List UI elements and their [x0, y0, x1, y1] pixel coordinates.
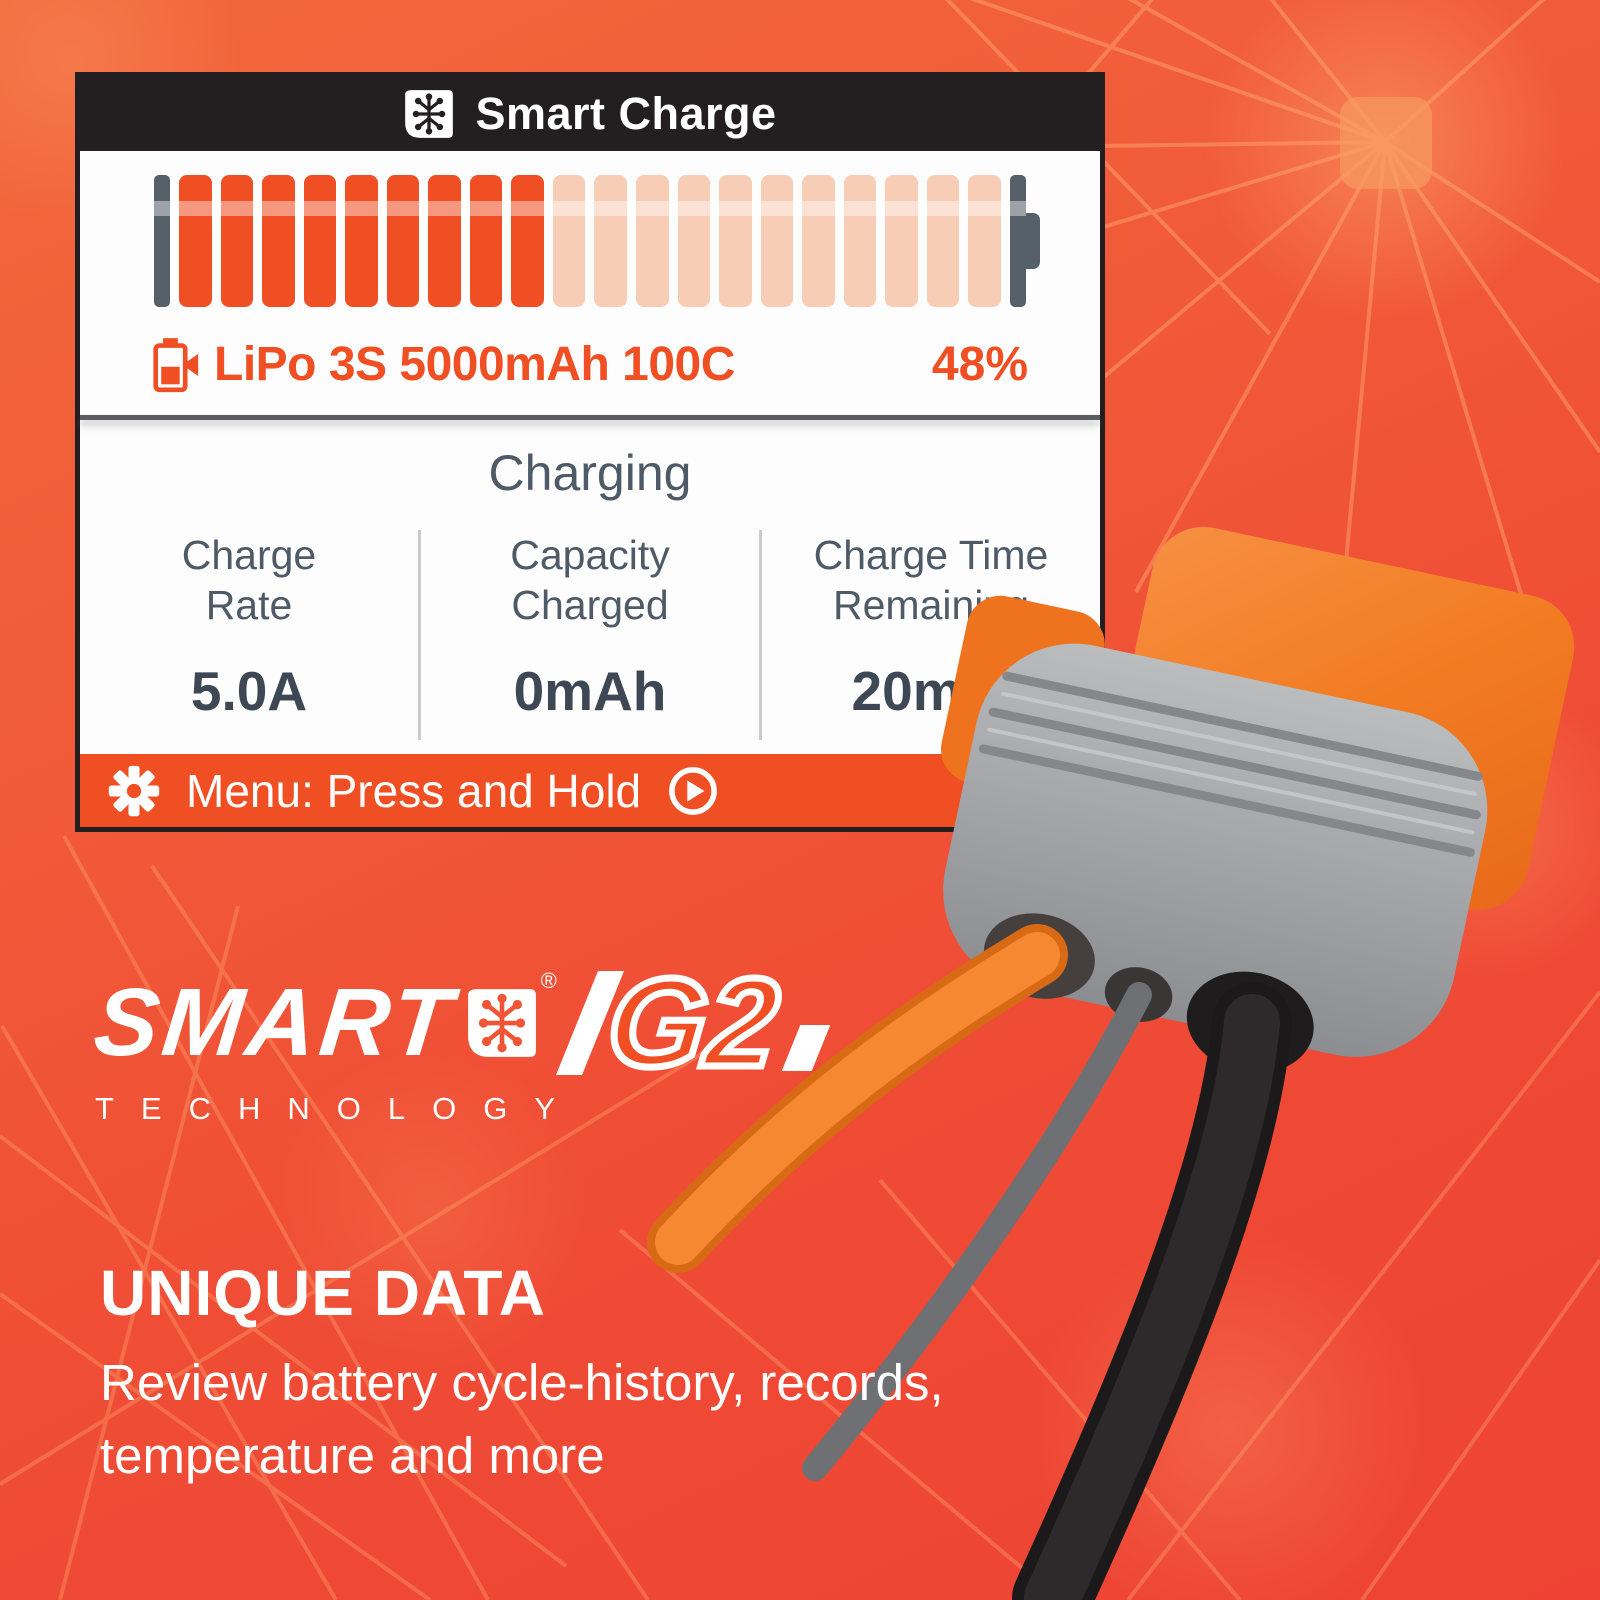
- collar-ridges: [978, 671, 1483, 857]
- section-divider: [80, 415, 1100, 420]
- battery-gauge-segments: [179, 175, 1001, 307]
- gear-icon: [108, 765, 160, 816]
- play-circle-icon: [669, 766, 718, 815]
- gauge-gloss-stripe: [154, 201, 1026, 216]
- battery-segment: [760, 175, 794, 307]
- metric-label: Capacity Charged: [510, 532, 670, 629]
- battery-segment: [594, 175, 628, 307]
- battery-segment: [345, 175, 378, 307]
- pack-label: LiPo 3S 5000mAh 100C: [214, 337, 735, 391]
- feature-description: Review battery cycle-history, records, t…: [100, 1354, 944, 1485]
- battery-segment: [843, 175, 877, 307]
- menu-bar: Menu: Press and Hold: [80, 754, 1100, 827]
- menu-hint-text: Menu: Press and Hold: [186, 764, 642, 817]
- battery-segment: [428, 175, 461, 307]
- smart-technology-icon: [405, 90, 454, 138]
- battery-segment: [220, 175, 254, 307]
- charge-percent: 48%: [931, 337, 1028, 391]
- pack-info-row: LiPo 3S 5000mAh 100C 48%: [152, 333, 1028, 395]
- logo-subtitle: TECHNOLOGY: [95, 1091, 583, 1127]
- connector-render: [647, 526, 1575, 1600]
- screen-title: Smart Charge: [475, 88, 777, 139]
- battery-segment: [636, 175, 669, 307]
- battery-segment: [386, 175, 420, 307]
- battery-segment: [926, 175, 960, 307]
- battery-terminal-left: [154, 175, 170, 307]
- metric-value: 0mAh: [513, 659, 667, 722]
- metric-label: Charge Rate: [181, 532, 317, 629]
- logo-generation-text: G2: [598, 949, 788, 1097]
- metric-capacity-charged: Capacity Charged 0mAh: [418, 530, 759, 740]
- battery-segment: [511, 175, 544, 307]
- logo-brand-text: SMART: [89, 968, 461, 1076]
- battery-segment: [719, 175, 752, 307]
- registered-trademark: ®: [540, 968, 557, 993]
- battery-segment: [469, 175, 503, 307]
- battery-segment: [968, 175, 1001, 307]
- feature-heading: UNIQUE DATA: [100, 1257, 546, 1329]
- network-hub-node: [1340, 97, 1432, 189]
- smart-technology-icon: [467, 988, 536, 1057]
- charger-screen: Smart Charge LiPo 3S 5000mAh 100C 48% Ch…: [75, 72, 1105, 832]
- battery-segment: [677, 175, 711, 307]
- screen-header: Smart Charge: [80, 77, 1100, 151]
- battery-segment: [303, 175, 337, 307]
- metric-time-remaining: Charge Time Remaining 20min: [759, 530, 1100, 740]
- battery-terminal-right: [1010, 175, 1026, 307]
- battery-gauge: [154, 175, 1026, 307]
- charge-status: Charging: [488, 445, 692, 501]
- battery-segment: [262, 175, 295, 307]
- battery-segment: [179, 175, 212, 307]
- battery-segment: [802, 175, 835, 307]
- metric-value: 5.0A: [190, 659, 308, 722]
- gray-wire: [802, 982, 1152, 1481]
- battery-segment: [552, 175, 586, 307]
- battery-charging-icon: [153, 338, 199, 393]
- metric-charge-rate: Charge Rate 5.0A: [80, 530, 418, 740]
- metrics-row: Charge Rate 5.0A Capacity Charged 0mAh C…: [80, 530, 1100, 740]
- smart-g2-logo: SMART ® G2 TECHNOLOGY: [89, 949, 831, 1127]
- battery-segment: [885, 175, 918, 307]
